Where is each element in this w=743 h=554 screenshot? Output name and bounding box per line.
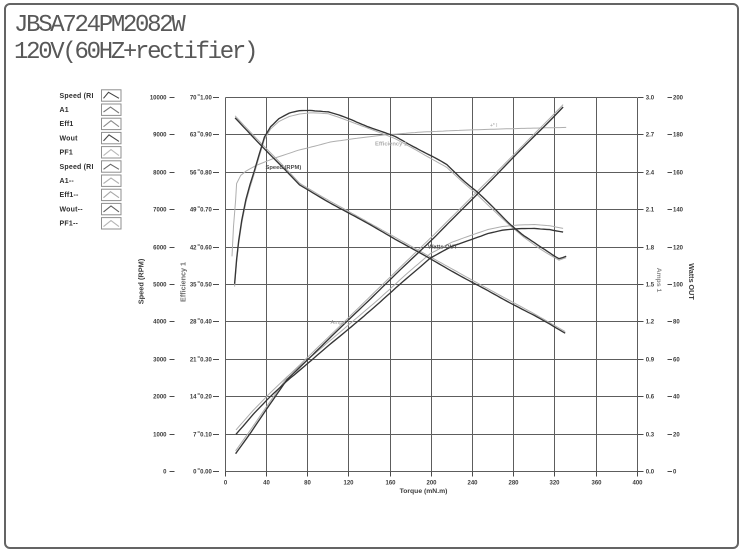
svg-text:14: 14 bbox=[190, 395, 197, 401]
svg-text:21: 21 bbox=[190, 358, 197, 364]
svg-text:0.10: 0.10 bbox=[200, 433, 212, 439]
svg-text:Watts OUT: Watts OUT bbox=[687, 263, 696, 300]
svg-text:120: 120 bbox=[673, 246, 684, 252]
svg-text:Efficiency 1: Efficiency 1 bbox=[375, 142, 408, 148]
svg-text:9000: 9000 bbox=[153, 133, 167, 139]
svg-text:80: 80 bbox=[304, 481, 311, 487]
svg-text:40: 40 bbox=[263, 481, 270, 487]
svg-text:Speed (RPM): Speed (RPM) bbox=[266, 165, 302, 171]
svg-text:0.50: 0.50 bbox=[200, 283, 212, 289]
svg-text:0.0: 0.0 bbox=[646, 470, 655, 476]
svg-text:Amps 1: Amps 1 bbox=[655, 268, 662, 293]
svg-text:7000: 7000 bbox=[153, 208, 167, 214]
svg-text:0: 0 bbox=[193, 470, 197, 476]
svg-text:280: 280 bbox=[508, 481, 519, 487]
svg-text:4000: 4000 bbox=[153, 320, 167, 326]
svg-text:56: 56 bbox=[190, 171, 197, 177]
svg-text:2.1: 2.1 bbox=[646, 208, 655, 214]
svg-text:0.70: 0.70 bbox=[200, 208, 212, 214]
svg-text:5000: 5000 bbox=[153, 283, 167, 289]
svg-text:0.60: 0.60 bbox=[200, 246, 212, 252]
svg-text:1.5: 1.5 bbox=[646, 283, 655, 289]
svg-text:80: 80 bbox=[673, 320, 680, 326]
svg-text:1.00: 1.00 bbox=[200, 96, 212, 102]
svg-text:8000: 8000 bbox=[153, 171, 167, 177]
svg-text:Wout: Wout bbox=[60, 135, 79, 142]
svg-text:0.3: 0.3 bbox=[646, 433, 655, 439]
svg-text:0.40: 0.40 bbox=[200, 320, 212, 326]
svg-text:60: 60 bbox=[673, 358, 680, 364]
svg-text:160: 160 bbox=[385, 481, 396, 487]
svg-text:Eff1: Eff1 bbox=[60, 121, 74, 128]
svg-text:140: 140 bbox=[673, 208, 684, 214]
svg-text:63: 63 bbox=[190, 133, 197, 139]
svg-text:Speed (RI: Speed (RI bbox=[60, 164, 94, 171]
svg-text:Wout--: Wout-- bbox=[60, 206, 84, 213]
svg-text:160: 160 bbox=[673, 171, 684, 177]
svg-text:0.9: 0.9 bbox=[646, 358, 655, 364]
svg-text:42: 42 bbox=[190, 246, 197, 252]
svg-text:320: 320 bbox=[549, 481, 560, 487]
svg-text:70: 70 bbox=[190, 96, 197, 102]
svg-text:A1--: A1-- bbox=[60, 178, 75, 185]
svg-text:Eff1--: Eff1-- bbox=[60, 192, 80, 199]
svg-text:180: 180 bbox=[673, 133, 684, 139]
svg-text:40: 40 bbox=[673, 395, 680, 401]
svg-text:0.20: 0.20 bbox=[200, 395, 212, 401]
svg-text:200: 200 bbox=[673, 96, 684, 102]
svg-text:Watts OUT: Watts OUT bbox=[428, 245, 458, 251]
svg-text:35: 35 bbox=[190, 283, 197, 289]
svg-text:Efficiency 1: Efficiency 1 bbox=[179, 262, 188, 302]
svg-text:0: 0 bbox=[224, 481, 228, 487]
svg-text:0.80: 0.80 bbox=[200, 171, 212, 177]
svg-text:28: 28 bbox=[190, 320, 197, 326]
svg-text:0: 0 bbox=[673, 470, 677, 476]
svg-text:3.0: 3.0 bbox=[646, 96, 655, 102]
svg-text:Speed (RPM): Speed (RPM) bbox=[137, 258, 146, 304]
svg-text:0: 0 bbox=[163, 470, 167, 476]
svg-text:0.90: 0.90 bbox=[200, 133, 212, 139]
svg-text:+* l: +* l bbox=[490, 123, 497, 129]
svg-text:3000: 3000 bbox=[153, 358, 167, 364]
svg-text:240: 240 bbox=[467, 481, 478, 487]
svg-text:Amps 1: Amps 1 bbox=[331, 320, 351, 326]
svg-text:200: 200 bbox=[426, 481, 437, 487]
svg-text:Speed (RI: Speed (RI bbox=[60, 93, 94, 100]
svg-text:1.2: 1.2 bbox=[646, 320, 655, 326]
svg-text:1.8: 1.8 bbox=[646, 246, 655, 252]
svg-text:0.00: 0.00 bbox=[200, 470, 212, 476]
svg-text:1000: 1000 bbox=[153, 433, 167, 439]
svg-text:100: 100 bbox=[673, 283, 684, 289]
svg-text:360: 360 bbox=[591, 481, 602, 487]
svg-text:2.7: 2.7 bbox=[646, 133, 655, 139]
svg-text:6000: 6000 bbox=[153, 246, 167, 252]
svg-text:400: 400 bbox=[632, 481, 643, 487]
svg-text:20: 20 bbox=[673, 433, 680, 439]
svg-text:0.6: 0.6 bbox=[646, 395, 655, 401]
svg-text:Torque (mN.m): Torque (mN.m) bbox=[400, 488, 448, 495]
svg-text:120: 120 bbox=[343, 481, 354, 487]
svg-text:7: 7 bbox=[193, 433, 197, 439]
svg-text:PF1--: PF1-- bbox=[60, 221, 79, 228]
svg-text:PF1: PF1 bbox=[60, 150, 73, 157]
svg-text:2000: 2000 bbox=[153, 395, 167, 401]
svg-text:10000: 10000 bbox=[150, 96, 167, 102]
svg-text:A1: A1 bbox=[60, 107, 69, 114]
svg-text:49: 49 bbox=[190, 208, 197, 214]
svg-text:2.4: 2.4 bbox=[646, 171, 655, 177]
svg-text:0.30: 0.30 bbox=[200, 358, 212, 364]
